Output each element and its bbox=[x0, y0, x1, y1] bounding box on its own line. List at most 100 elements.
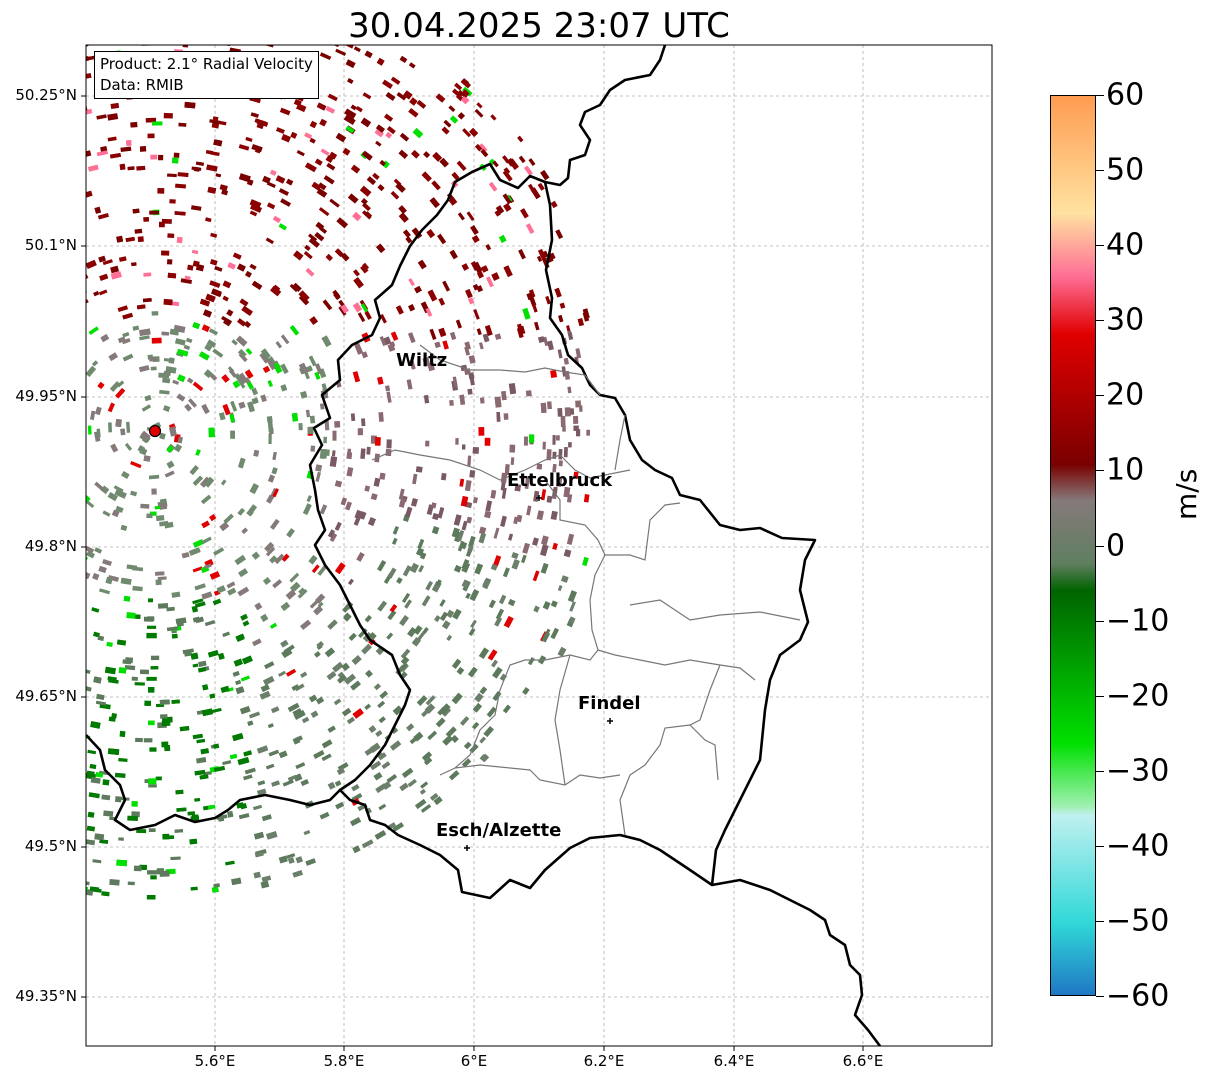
radar-echo-pixel bbox=[150, 154, 158, 160]
radar-echo-pixel bbox=[2, 467, 10, 478]
colorbar-tick bbox=[1096, 395, 1104, 397]
radar-echo-pixel bbox=[351, 783, 360, 792]
colorbar-tick-label: −20 bbox=[1106, 678, 1170, 714]
radar-echo-pixel bbox=[42, 220, 49, 227]
radar-echo-pixel bbox=[449, 115, 459, 124]
radar-echo-pixel bbox=[484, 437, 491, 446]
radar-echo-pixel bbox=[131, 800, 138, 807]
radar-echo-pixel bbox=[189, 465, 199, 476]
radar-echo-pixel bbox=[355, 105, 363, 113]
radar-echo-pixel bbox=[45, 880, 53, 886]
radar-echo-pixel bbox=[278, 188, 289, 196]
radar-echo-pixel bbox=[131, 811, 140, 818]
radar-echo-pixel bbox=[550, 369, 558, 379]
colorbar-tick bbox=[1096, 170, 1104, 172]
radar-echo-pixel bbox=[202, 684, 209, 691]
radar-echo-pixel bbox=[251, 638, 262, 647]
canton-boundaries bbox=[371, 344, 801, 836]
radar-echo-pixel bbox=[2, 467, 10, 478]
radar-echo-pixel bbox=[421, 595, 431, 607]
lon-label-5-8: 5.8°E bbox=[323, 1052, 365, 1070]
radar-echo-pixel bbox=[142, 298, 152, 303]
radar-echo-pixel bbox=[352, 302, 362, 313]
colorbar-tick bbox=[1096, 320, 1104, 322]
radar-echo-pixel bbox=[110, 152, 121, 159]
colorbar-tick-label: 40 bbox=[1106, 227, 1145, 263]
radar-echo-pixel bbox=[337, 671, 345, 679]
radar-echo-pixel bbox=[114, 772, 126, 778]
radar-echo-pixel bbox=[405, 236, 413, 244]
radar-echo-pixel bbox=[542, 441, 546, 450]
radar-echo-pixel bbox=[141, 404, 151, 412]
radar-echo-pixel bbox=[362, 262, 369, 271]
radar-echo-pixel bbox=[8, 873, 17, 880]
radar-echo-pixel bbox=[244, 270, 252, 278]
radar-echo-pixel bbox=[75, 430, 81, 437]
radar-echo-pixel bbox=[361, 839, 374, 849]
radar-echo-pixel bbox=[204, 563, 212, 570]
radar-echo-pixel bbox=[177, 30, 185, 35]
radar-echo-pixel bbox=[238, 813, 250, 820]
radar-echo-pixel bbox=[43, 624, 51, 631]
radar-echo-pixel bbox=[63, 736, 69, 742]
radar-echo-pixel bbox=[563, 549, 572, 558]
radar-echo-pixel bbox=[360, 303, 369, 313]
radar-echo-pixel bbox=[169, 328, 179, 336]
radar-echo-pixel bbox=[432, 151, 443, 162]
radar-echo-pixel bbox=[50, 107, 58, 113]
radar-echo-pixel bbox=[130, 121, 138, 128]
radar-echo-pixel bbox=[262, 365, 271, 374]
radar-echo-pixel bbox=[137, 236, 144, 243]
radar-echo-pixel bbox=[399, 55, 408, 64]
radar-echo-pixel bbox=[0, 32, 1, 40]
city-label-esch-alzette: Esch/Alzette bbox=[436, 820, 562, 841]
radar-echo-pixel bbox=[364, 50, 373, 59]
colorbar-tick bbox=[1096, 95, 1104, 96]
radar-echo-pixel bbox=[440, 472, 447, 481]
radar-echo-pixel bbox=[241, 305, 253, 317]
radar-echo-pixel bbox=[17, 870, 28, 876]
radar-echo-pixel bbox=[198, 351, 210, 361]
radar-echo-pixel bbox=[86, 559, 87, 566]
radar-echo-pixel bbox=[86, 570, 91, 580]
radar-echo-pixel bbox=[118, 757, 128, 763]
radar-echo-pixel bbox=[107, 676, 117, 682]
radar-echo-pixel bbox=[488, 599, 496, 609]
radar-echo-pixel bbox=[327, 93, 338, 102]
radar-echo-pixel bbox=[409, 359, 416, 370]
radar-echo-pixel bbox=[14, 488, 22, 496]
radar-echo-pixel bbox=[289, 283, 299, 293]
radar-echo-pixel bbox=[35, 874, 46, 882]
radar-echo-pixel bbox=[176, 807, 187, 812]
radar-echo-pixel bbox=[478, 526, 487, 535]
radar-echo-pixel bbox=[407, 626, 417, 638]
radar-echo-pixel bbox=[434, 615, 441, 623]
radar-echo-pixel bbox=[49, 183, 60, 190]
radar-echo-pixel bbox=[34, 44, 45, 51]
radar-echo-pixel bbox=[34, 147, 43, 155]
radar-echo-pixel bbox=[0, 0, 6, 5]
radar-echo-pixel bbox=[101, 891, 110, 897]
radar-echo-pixel bbox=[469, 127, 479, 137]
radar-echo-pixel bbox=[74, 456, 81, 466]
radar-echo-pixel bbox=[269, 622, 277, 629]
radar-echo-pixel bbox=[156, 868, 164, 875]
radar-echo-pixel bbox=[471, 235, 480, 243]
radar-echo-pixel bbox=[352, 845, 361, 854]
radar-echo-pixel bbox=[281, 133, 291, 143]
colorbar-tick-label: 20 bbox=[1106, 377, 1145, 413]
radar-echo-pixel bbox=[364, 615, 372, 623]
radar-echo-pixel bbox=[459, 394, 466, 405]
radar-echo-pixel bbox=[99, 839, 109, 844]
radar-echo-pixel bbox=[418, 565, 425, 573]
radar-echo-pixel bbox=[193, 166, 200, 172]
radar-echo-pixel bbox=[108, 352, 119, 362]
radar-echo-pixel bbox=[268, 749, 280, 757]
radar-echo-pixel bbox=[68, 271, 79, 280]
radar-echo-pixel bbox=[10, 303, 19, 313]
radar-echo-pixel bbox=[466, 211, 475, 221]
radar-echo-pixel bbox=[291, 412, 299, 422]
radar-echo-pixel bbox=[49, 811, 56, 817]
radar-echo-pixel bbox=[0, 270, 4, 280]
